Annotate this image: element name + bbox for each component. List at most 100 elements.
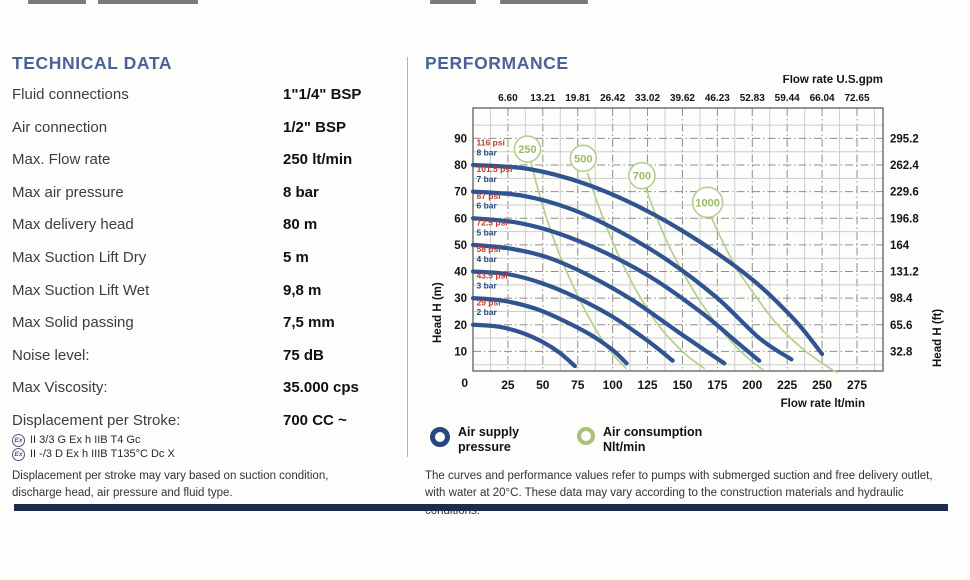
y-tick-left: 40 bbox=[454, 267, 467, 279]
spec-row: Displacement per Stroke: 700 CC ~ bbox=[12, 406, 404, 439]
spec-row: Max Suction Lift Dry 5 m bbox=[12, 243, 404, 276]
consumption-circle-value: 1000 bbox=[695, 197, 719, 209]
air-supply-curve-3-bar bbox=[470, 296, 629, 366]
spec-value: 250 lt/min bbox=[283, 151, 353, 169]
spec-table: Fluid connections 1"1/4" BSP Air connectio… bbox=[12, 80, 404, 439]
spec-value: 5 m bbox=[283, 248, 309, 266]
x-tick-bottom: 125 bbox=[638, 378, 658, 392]
air-supply-curve-4-bar bbox=[470, 269, 675, 363]
x-tick-top: 52.83 bbox=[740, 93, 765, 104]
consumption-circle-value: 250 bbox=[518, 144, 536, 156]
technical-data-footnote: Displacement per stroke may vary based o… bbox=[12, 470, 329, 500]
x-tick-top: 39.62 bbox=[670, 93, 695, 104]
cropped-text-artifact bbox=[430, 0, 476, 4]
consumption-circle-value: 500 bbox=[574, 153, 592, 165]
x-tick-top: 13.21 bbox=[530, 93, 555, 104]
atex-line: Ex II 3/3 G Ex h IIB T4 Gc bbox=[12, 433, 175, 447]
psi-label: 29 psi bbox=[476, 297, 500, 307]
x-tick-bottom: 100 bbox=[603, 378, 623, 392]
performance-footnote: The curves and performance values refer … bbox=[425, 470, 933, 517]
x-tick-top: 19.81 bbox=[565, 93, 590, 104]
x-tick-bottom: 150 bbox=[672, 378, 692, 392]
chart-frame bbox=[472, 107, 884, 372]
spec-row: Max air pressure 8 bar bbox=[12, 178, 404, 211]
consumption-circle-250 bbox=[513, 135, 542, 163]
x-tick-top: 72.65 bbox=[844, 93, 869, 104]
cropped-text-artifact bbox=[500, 0, 588, 4]
x-tick-top: 46.23 bbox=[705, 93, 730, 104]
x-tick-bottom: 250 bbox=[812, 378, 832, 392]
spec-row: Air connection 1/2" BSP bbox=[12, 113, 404, 146]
y-tick-left: 20 bbox=[454, 320, 467, 332]
technical-data-title: TECHNICAL DATA bbox=[12, 53, 173, 73]
air-supply-curve-7-bar bbox=[470, 189, 794, 362]
x-tick-bottom: 175 bbox=[707, 378, 727, 392]
y-tick-right: 262.4 bbox=[890, 160, 919, 172]
y-tick-right: 196.8 bbox=[890, 213, 919, 225]
legend-air-supply: Air supply pressure bbox=[430, 425, 519, 455]
air-supply-curve-6-bar bbox=[470, 216, 762, 363]
bar-pressure-label: 2 bar bbox=[476, 307, 497, 317]
y-tick-right: 98.4 bbox=[890, 293, 913, 305]
x-tick-bottom: 200 bbox=[742, 378, 762, 392]
spec-value: 700 CC ~ bbox=[283, 411, 347, 429]
cropped-text-artifact bbox=[98, 0, 198, 4]
atex-line: Ex II -/3 D Ex h IIIB T135°C Dc X bbox=[12, 447, 175, 461]
top-axis-title: Flow rate U.S.gpm bbox=[783, 75, 883, 86]
x-tick-origin: 0 bbox=[461, 376, 468, 390]
spec-value: 80 m bbox=[283, 216, 318, 234]
atex-text: II -/3 D Ex h IIIB T135°C Dc X bbox=[30, 448, 175, 460]
spec-value: 7,5 mm bbox=[283, 314, 335, 332]
spec-label: Max Suction Lift Wet bbox=[12, 281, 150, 299]
air-supply-curve-8-bar bbox=[470, 162, 825, 357]
atex-text: II 3/3 G Ex h IIB T4 Gc bbox=[30, 434, 141, 446]
y-tick-right: 229.6 bbox=[890, 187, 919, 199]
spec-row: Fluid connections 1"1/4" BSP bbox=[12, 80, 404, 113]
spec-label: Air connection bbox=[12, 118, 108, 136]
y-tick-right: 295.2 bbox=[890, 133, 919, 145]
air-supply-curve-2-bar bbox=[470, 322, 578, 369]
x-tick-top: 6.60 bbox=[498, 93, 518, 104]
section-divider-bar bbox=[14, 504, 948, 511]
bar-pressure-label: 3 bar bbox=[476, 281, 497, 291]
y-tick-left: 30 bbox=[454, 293, 467, 305]
psi-label: 72.5 psi bbox=[476, 217, 507, 227]
spec-row: Max Suction Lift Wet 9,8 m bbox=[12, 276, 404, 309]
air-consumption-curve-1000 bbox=[711, 217, 838, 374]
bar-pressure-label: 8 bar bbox=[476, 147, 497, 157]
y-tick-right: 32.8 bbox=[890, 346, 913, 358]
air-consumption-curve-250 bbox=[529, 159, 628, 370]
x-tick-bottom: 275 bbox=[847, 378, 867, 392]
spec-label: Fluid connections bbox=[12, 86, 129, 103]
spec-label: Max Viscosity: bbox=[12, 379, 108, 397]
air-supply-ring-icon bbox=[430, 427, 450, 447]
spec-label: Noise level: bbox=[12, 346, 90, 364]
performance-title: PERFORMANCE bbox=[425, 53, 569, 73]
x-tick-top: 66.04 bbox=[810, 93, 835, 104]
x-tick-top: 33.02 bbox=[635, 93, 660, 104]
psi-label: 101.5 psi bbox=[476, 164, 512, 174]
spec-row: Max Viscosity: 35.000 cps bbox=[12, 373, 404, 406]
column-divider bbox=[407, 57, 408, 457]
spec-value: 35.000 cps bbox=[283, 379, 359, 397]
atex-ex-icon: Ex bbox=[12, 433, 25, 447]
consumption-circle-500 bbox=[569, 144, 598, 173]
psi-label: 87 psi bbox=[476, 191, 500, 201]
y-tick-right: 164 bbox=[890, 240, 910, 252]
bar-pressure-label: 5 bar bbox=[476, 227, 497, 237]
y-tick-right: 131.2 bbox=[890, 267, 919, 279]
psi-label: 116 psi bbox=[476, 138, 504, 148]
x-tick-bottom: 225 bbox=[777, 378, 797, 392]
spec-label: Max Suction Lift Dry bbox=[12, 248, 147, 266]
air-consumption-curve-500 bbox=[586, 172, 706, 370]
y-tick-left: 90 bbox=[454, 133, 467, 145]
atex-ex-icon: Ex bbox=[12, 447, 25, 461]
cropped-text-artifact bbox=[28, 0, 86, 4]
legend-air-consumption: Air consumption Nlt/min bbox=[577, 425, 702, 455]
spec-row: Max. Flow rate 250 lt/min bbox=[12, 145, 404, 178]
air-supply-label: Air supply pressure bbox=[458, 425, 520, 454]
consumption-circle-1000 bbox=[691, 186, 724, 219]
y-tick-left: 10 bbox=[454, 346, 467, 358]
y-tick-left: 70 bbox=[454, 187, 467, 199]
